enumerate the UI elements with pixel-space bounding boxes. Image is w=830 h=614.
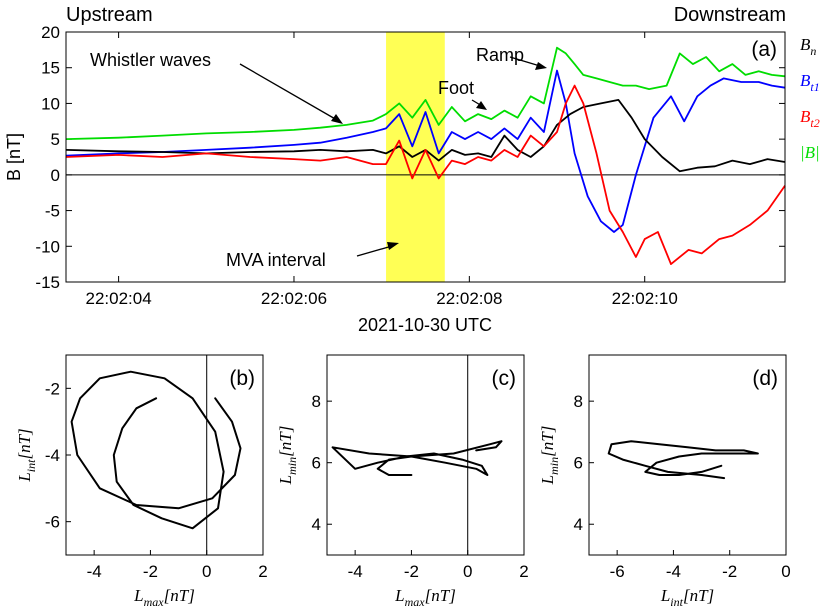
x-tick-label: 0 (202, 562, 211, 581)
whistler-annotation: Whistler waves (90, 50, 211, 70)
legend-entry-b: |B| (800, 143, 820, 162)
x-tick-label: 22:02:06 (261, 289, 327, 308)
panel-a-label: (a) (751, 38, 777, 61)
panel-xlabel: Lmax[nT] (394, 586, 456, 609)
downstream-label: Downstream (674, 4, 786, 26)
mva-arrow (356, 245, 393, 257)
panel-a-legend: Bn Bt1 Bt2 |B| (800, 35, 820, 162)
whistler-arrow (239, 63, 338, 121)
whistler-arrowhead (331, 114, 343, 124)
y-tick-label: -6 (45, 513, 60, 532)
y-tick-label: 5 (51, 130, 60, 149)
x-tick-label: -4 (87, 562, 102, 581)
panel-label: (d) (752, 367, 778, 390)
y-tick-label: 8 (574, 392, 583, 411)
ramp-annotation: Ramp (476, 45, 524, 65)
x-tick-label: -4 (348, 562, 363, 581)
hodogram-line (331, 440, 503, 476)
x-tick-label: 2 (258, 562, 267, 581)
x-tick-label: 22:02:04 (86, 289, 152, 308)
x-tick-label: -2 (404, 562, 419, 581)
series-line-b (65, 46, 786, 140)
panel-d: -6 -4 -2 0 4 6 8 (d) Lint[nT] Lmin[nT] (538, 354, 791, 609)
y-tick-label: 8 (312, 392, 321, 411)
x-tick-label: -2 (143, 562, 158, 581)
legend-entry-bt1: Bt1 (800, 71, 820, 94)
panel-c: -4 -2 0 2 4 6 8 (c) Lmax[nT] Lmin[nT] (276, 354, 529, 609)
x-tick-label: 2 (519, 562, 528, 581)
x-tick-label: -2 (722, 562, 737, 581)
y-tick-label: -4 (45, 446, 60, 465)
panel-label: (c) (492, 367, 517, 390)
panel-ylabel: Lmin[nT] (538, 426, 561, 486)
y-tick-label: -5 (45, 202, 60, 221)
y-tick-label: 6 (574, 454, 583, 473)
panel-ylabel: Lint[nT] (15, 428, 38, 482)
y-tick-label: 4 (574, 515, 583, 534)
foot-arrowhead (476, 101, 487, 110)
panel-label: (b) (229, 367, 255, 390)
legend-entry-bn: Bn (800, 35, 816, 58)
foot-annotation: Foot (438, 78, 474, 98)
legend-entry-bt2: Bt2 (800, 107, 820, 130)
panel-frame (65, 354, 264, 556)
mva-annotation: MVA interval (226, 250, 326, 270)
hodogram-line (70, 370, 242, 530)
x-tick-label: 0 (781, 562, 790, 581)
y-tick-label: 10 (41, 94, 60, 113)
series-line-bt1 (65, 69, 786, 233)
y-tick-label: 20 (41, 23, 60, 42)
y-tick-label: 4 (312, 515, 321, 534)
panel-b: -4 -2 0 2 -6 -4 -2 (b) Lmax[nT] Lint[nT] (15, 354, 268, 609)
ramp-arrowhead (535, 62, 547, 70)
y-tick-label: -10 (35, 237, 60, 256)
series-line-bt2 (65, 84, 786, 266)
x-tick-label: -4 (666, 562, 681, 581)
y-tick-label: 0 (51, 166, 60, 185)
x-tick-label: 0 (463, 562, 472, 581)
y-tick-label: 6 (312, 454, 321, 473)
mva-arrowhead (387, 242, 399, 250)
panel-a: -15 -10 -5 0 5 10 15 20 22:02:04 22:02:06 22:02:08… (4, 23, 820, 335)
panel-a-series (65, 46, 786, 266)
hodogram-line (607, 440, 759, 480)
ramp-arrow (509, 56, 541, 67)
y-tick-label: -2 (45, 379, 60, 398)
y-tick-label: 15 (41, 59, 60, 78)
x-tick-label: -6 (610, 562, 625, 581)
panel-a-frame (65, 31, 786, 283)
panel-ylabel: Lmin[nT] (276, 426, 299, 486)
panel-a-axes: -15 -10 -5 0 5 10 15 20 22:02:04 22:02:06 22:02:08… (35, 23, 785, 308)
series-line-bn (65, 99, 786, 173)
upstream-label: Upstream (66, 4, 153, 26)
panel-a-xlabel: 2021-10-30 UTC (358, 315, 492, 335)
y-tick-label: -15 (35, 273, 60, 292)
panel-xlabel: Lmax[nT] (133, 586, 195, 609)
x-tick-label: 22:02:10 (612, 289, 678, 308)
x-tick-label: 22:02:08 (436, 289, 502, 308)
panel-xlabel: Lint[nT] (660, 586, 714, 609)
panel-a-ylabel: B [nT] (4, 133, 24, 181)
